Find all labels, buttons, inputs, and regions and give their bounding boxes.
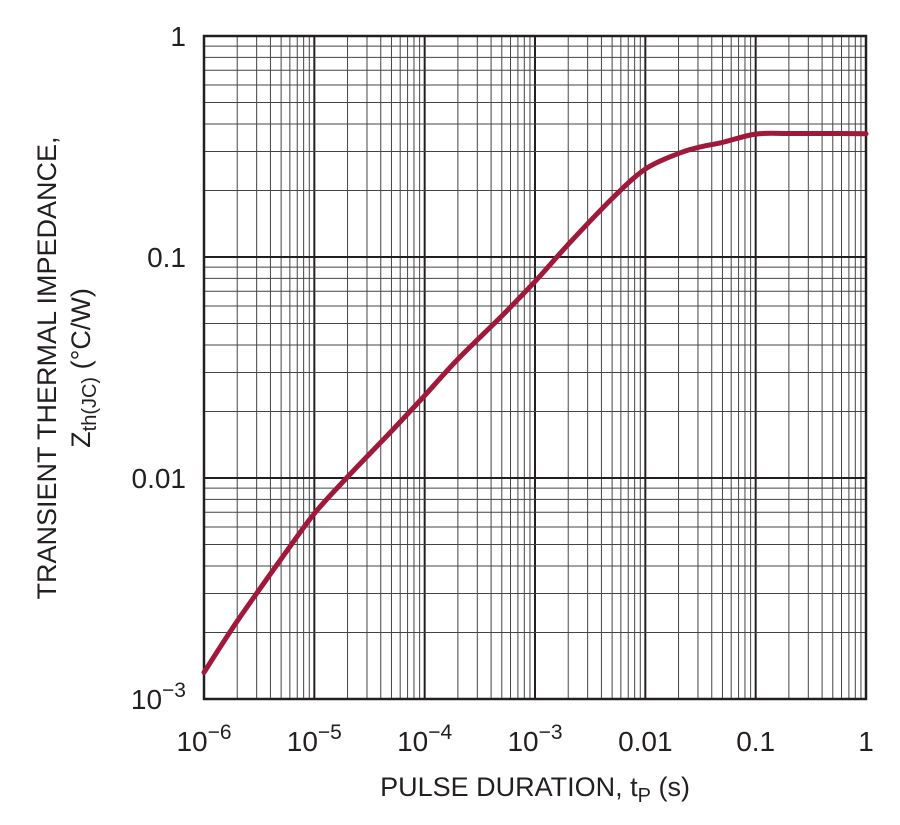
y-tick-label: 0.1: [147, 242, 186, 273]
x-tick-label: 10−3: [507, 721, 562, 757]
grid: [204, 36, 866, 699]
y-axis-label-unit: (°C/W): [66, 288, 96, 377]
y-tick-label: 1: [170, 21, 186, 52]
y-tick-label: 10−3: [131, 679, 186, 715]
y-tick-label: 0.01: [132, 463, 187, 494]
x-axis-label-subscript: P: [638, 785, 651, 807]
y-tick-labels: 10−3 0.01 0.1 1: [131, 21, 186, 715]
x-tick-label: 10−4: [397, 721, 452, 757]
x-tick-label: 10−6: [176, 721, 231, 757]
x-tick-label: 0.1: [736, 726, 775, 757]
x-tick-label: 0.01: [618, 726, 673, 757]
x-tick-label: 10−5: [287, 721, 342, 757]
y-axis-label: TRANSIENT THERMAL IMPEDANCE, Zth(JC) (°C…: [32, 136, 101, 599]
y-axis-label-line1: TRANSIENT THERMAL IMPEDANCE,: [32, 136, 62, 599]
series-layer: [201, 130, 869, 675]
y-axis-label-z: Z: [66, 431, 96, 448]
x-axis-label-suffix: (s): [651, 772, 690, 802]
series-line-0: [201, 130, 869, 675]
x-tick-labels: 10−6 10−5 10−4 10−3 0.01 0.1 1: [176, 721, 873, 757]
x-axis-label: PULSE DURATION, tP (s): [380, 772, 690, 807]
x-tick-label: 1: [858, 726, 874, 757]
y-axis-label-line2: Zth(JC) (°C/W): [66, 288, 101, 448]
plot-frame: [202, 34, 868, 701]
x-axis-label-main: PULSE DURATION, t: [380, 772, 638, 802]
y-axis-label-subscript: th(JC): [79, 377, 101, 431]
